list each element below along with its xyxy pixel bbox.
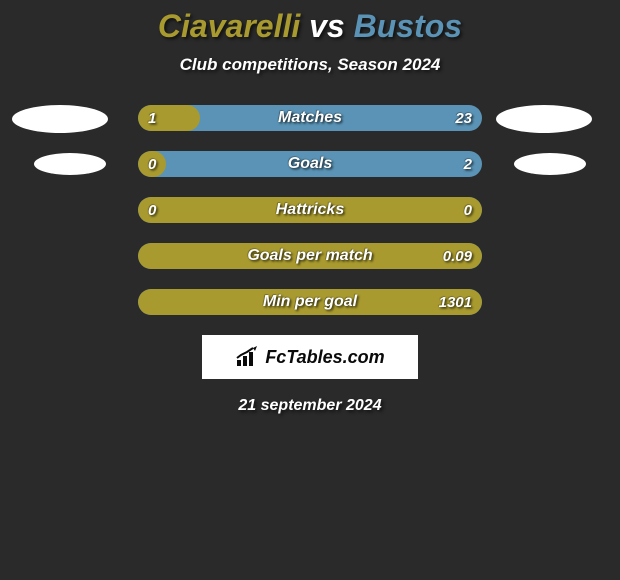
stat-label: Goals per match (138, 243, 482, 269)
stat-right-value: 2 (464, 151, 472, 177)
stat-label: Matches (138, 105, 482, 131)
player-left-avatar-small (34, 153, 106, 175)
stat-right-value: 0.09 (443, 243, 472, 269)
stat-right-value: 1301 (439, 289, 472, 315)
comparison-chart: 1Matches230Goals20Hattricks0Goals per ma… (0, 105, 620, 415)
stat-row: 1Matches23 (138, 105, 482, 131)
page-title: Ciavarelli vs Bustos (0, 0, 620, 45)
title-player-left: Ciavarelli (158, 8, 300, 44)
player-right-avatar-large (496, 105, 592, 133)
stat-row: Goals per match0.09 (138, 243, 482, 269)
stat-right-value: 0 (464, 197, 472, 223)
stat-bars: 1Matches230Goals20Hattricks0Goals per ma… (138, 105, 482, 315)
brand-text: FcTables.com (265, 347, 384, 368)
stat-row: 0Hattricks0 (138, 197, 482, 223)
player-left-avatar-large (12, 105, 108, 133)
stat-row: 0Goals2 (138, 151, 482, 177)
stat-right-value: 23 (455, 105, 472, 131)
date-line: 21 september 2024 (0, 397, 620, 415)
chart-icon (235, 346, 259, 368)
title-player-right: Bustos (354, 8, 462, 44)
player-right-avatar-small (514, 153, 586, 175)
subtitle: Club competitions, Season 2024 (0, 55, 620, 75)
stat-label: Min per goal (138, 289, 482, 315)
stat-label: Hattricks (138, 197, 482, 223)
title-vs: vs (300, 8, 353, 44)
brand-box: FcTables.com (202, 335, 418, 379)
stat-row: Min per goal1301 (138, 289, 482, 315)
stat-label: Goals (138, 151, 482, 177)
